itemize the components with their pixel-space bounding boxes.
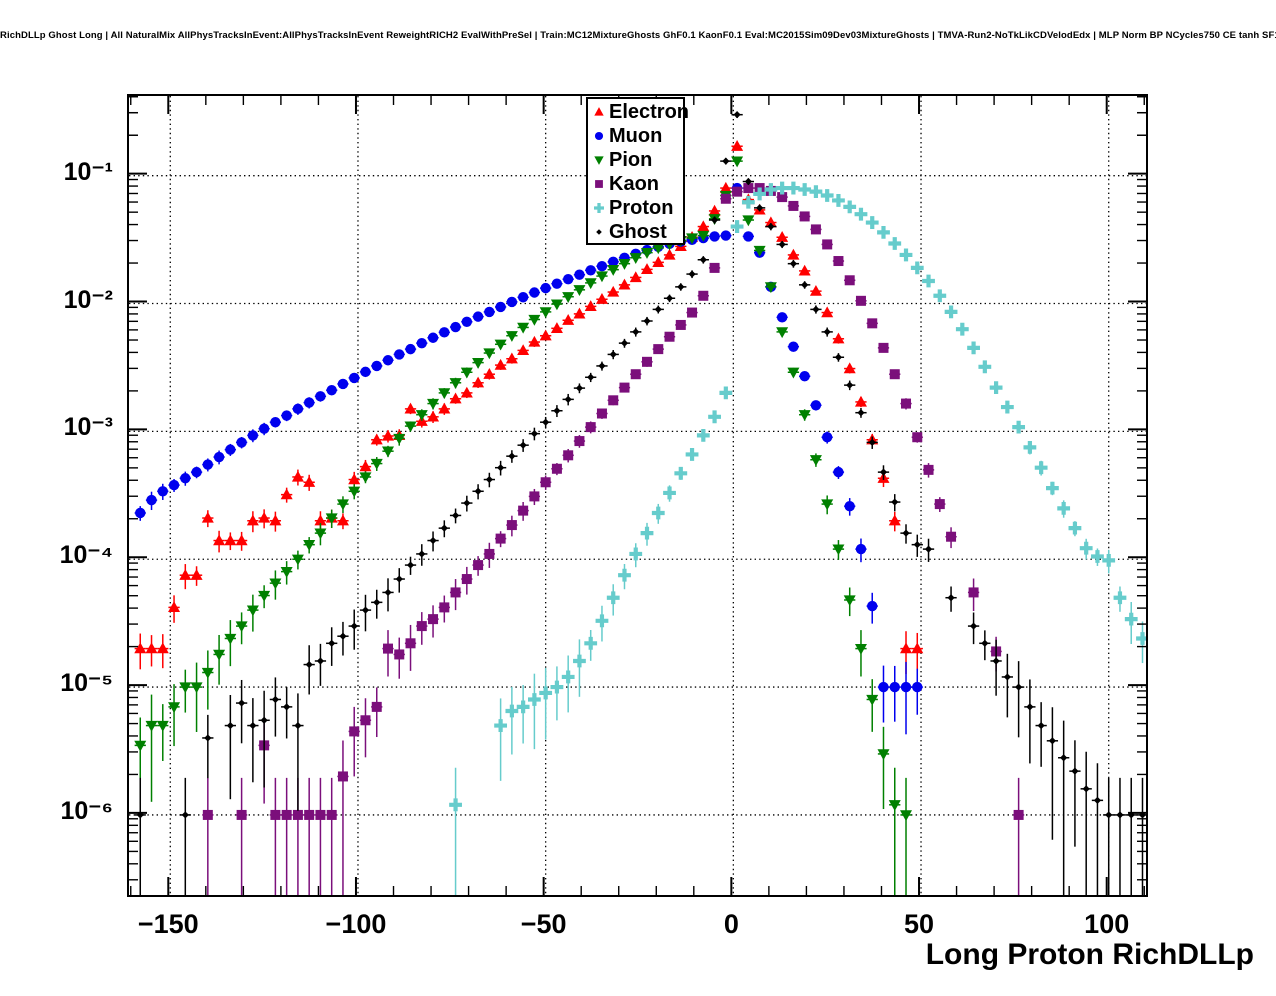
data-points [134,111,1146,895]
legend-item-kaon[interactable]: Kaon [590,172,683,196]
cross-marker-icon [590,197,608,219]
y-tick-label: 10⁻⁶ [60,796,113,825]
legend-label: Proton [609,197,674,219]
triangle-up-marker-icon [590,101,608,123]
x-tick-label: 100 [1084,909,1130,939]
series-electron [134,140,924,675]
x-tick-label: 50 [903,909,935,939]
legend-label: Muon [609,125,663,147]
dot-marker-icon [590,221,608,243]
y-tick-label: 10⁻⁵ [60,669,113,698]
series-pion [134,156,913,895]
plot-title: RichDLLp Ghost Long | All NaturalMix All… [0,30,1276,41]
legend-label: Kaon [609,173,659,195]
legend-item-muon[interactable]: Muon [590,124,683,148]
x-tick-label: −100 [325,909,387,939]
y-tick-label: 10⁻² [63,285,113,314]
triangle-down-marker-icon [590,149,608,171]
x-tick-label: −150 [137,909,199,939]
circle-marker-icon [590,125,608,147]
x-tick-label: 0 [723,909,739,939]
y-tick-label: 10⁻⁴ [59,541,113,570]
y-tick-label: 10⁻¹ [63,157,113,186]
y-tick-label: 10⁻³ [63,413,113,442]
x-tick-label: −50 [520,909,567,939]
square-marker-icon [590,173,608,195]
series-proton [449,181,1146,895]
legend-item-electron[interactable]: Electron [590,100,689,124]
legend-item-ghost[interactable]: Ghost [590,220,683,244]
legend-item-proton[interactable]: Proton [590,196,683,220]
gridlines [129,96,1146,895]
x-axis-title: Long Proton RichDLLp [925,938,1254,971]
series-kaon [202,183,1025,895]
legend-label: Pion [609,149,653,171]
legend-label: Electron [609,101,690,123]
legend-label: Ghost [609,221,667,243]
series-ghost [134,111,1146,895]
legend: Electron Muon Pion Kaon Proton Ghost [586,97,689,245]
legend-item-pion[interactable]: Pion [590,148,683,172]
plot-area [129,96,1146,895]
